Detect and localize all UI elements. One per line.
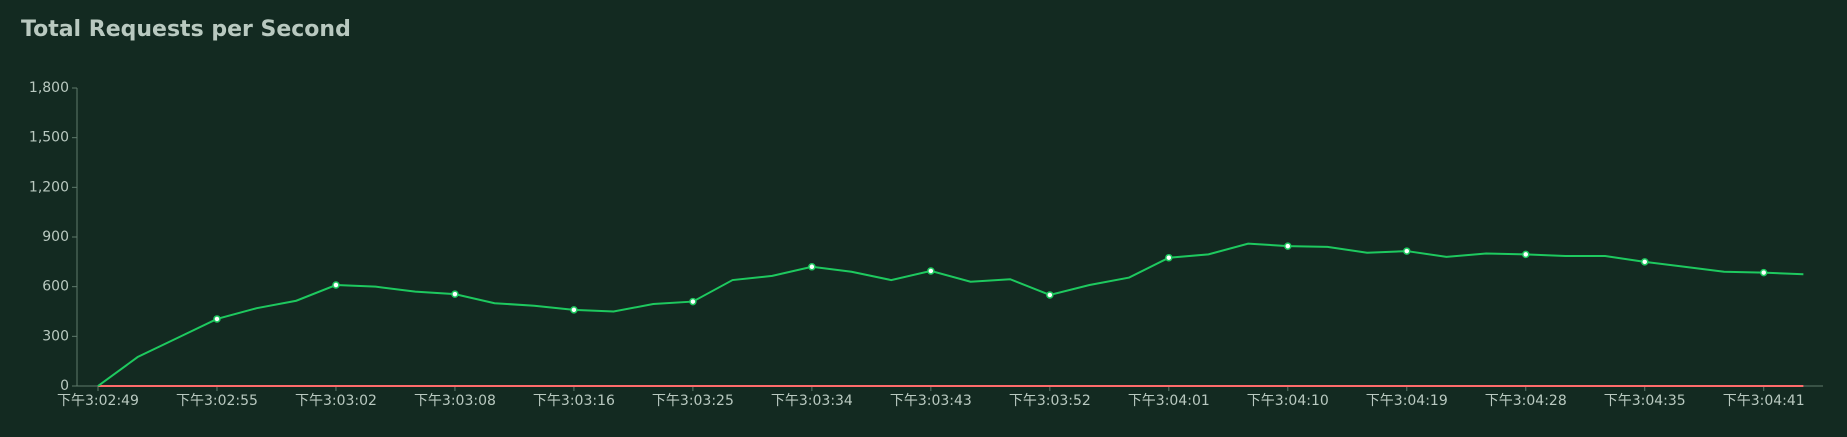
x-tick-label: 下午3:03:25 xyxy=(652,393,734,409)
y-tick-label: 1,800 xyxy=(29,80,69,96)
data-point xyxy=(1284,242,1292,250)
data-point xyxy=(808,263,816,271)
data-point xyxy=(213,315,221,323)
data-point xyxy=(1165,253,1173,262)
data-point xyxy=(451,290,459,298)
data-point xyxy=(689,297,697,306)
x-tick-label: 下午3:04:28 xyxy=(1485,393,1567,409)
x-tick-label: 下午3:03:16 xyxy=(533,393,615,409)
data-point xyxy=(1403,247,1411,255)
y-tick-label: 300 xyxy=(42,328,69,344)
x-tick-label: 下午3:03:08 xyxy=(414,393,496,409)
y-tick-label: 1,200 xyxy=(29,179,69,195)
data-point xyxy=(927,267,935,275)
data-point xyxy=(1046,291,1054,299)
chart-title: Total Requests per Second xyxy=(21,17,351,42)
data-point xyxy=(1522,250,1530,259)
x-tick-label: 下午3:04:10 xyxy=(1247,393,1329,409)
y-tick-label: 0 xyxy=(60,378,69,394)
data-point xyxy=(1640,258,1649,266)
x-tick-label: 下午3:04:41 xyxy=(1723,393,1805,409)
x-tick-label: 下午3:02:55 xyxy=(176,393,258,409)
x-tick-label: 下午3:02:49 xyxy=(57,393,139,409)
data-point xyxy=(1759,268,1768,277)
y-tick-label: 600 xyxy=(42,279,69,295)
x-tick-label: 下午3:03:02 xyxy=(295,393,377,409)
x-tick-label: 下午3:03:43 xyxy=(890,393,972,409)
series-line xyxy=(97,242,1804,387)
x-tick-label: 下午3:03:52 xyxy=(1009,393,1091,409)
x-tick-label: 下午3:04:35 xyxy=(1604,393,1686,409)
x-tick-label: 下午3:03:34 xyxy=(771,393,853,409)
data-point xyxy=(570,306,578,314)
data-point xyxy=(332,281,340,289)
y-tick-label: 900 xyxy=(42,229,69,245)
y-tick-label: 1,500 xyxy=(29,130,69,146)
x-tick-label: 下午3:04:19 xyxy=(1366,393,1448,409)
x-tick-label: 下午3:04:01 xyxy=(1128,393,1210,409)
